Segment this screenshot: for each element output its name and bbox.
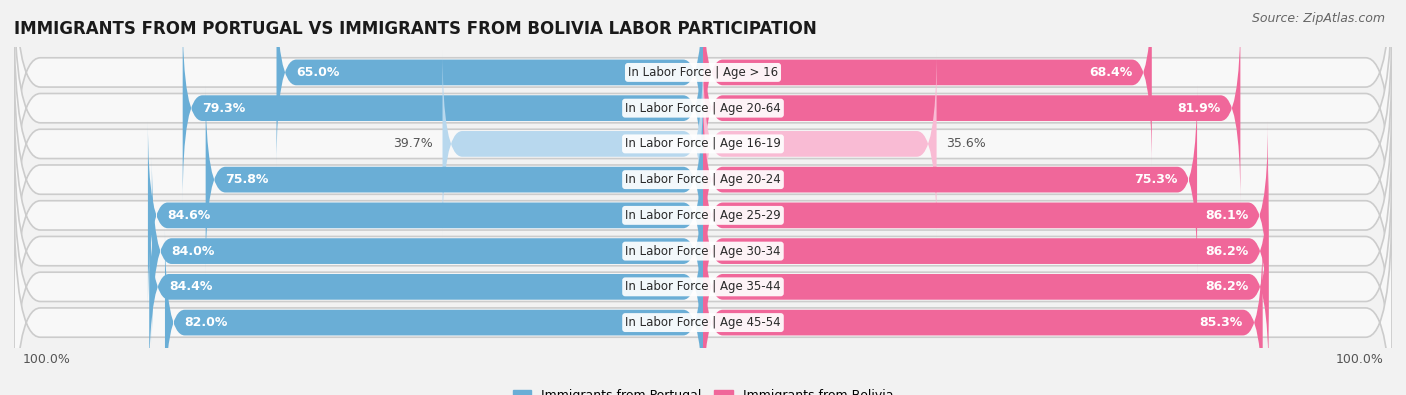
Text: 35.6%: 35.6% (946, 137, 986, 150)
Text: In Labor Force | Age 20-64: In Labor Force | Age 20-64 (626, 102, 780, 115)
Text: 85.3%: 85.3% (1199, 316, 1243, 329)
Text: 84.0%: 84.0% (172, 245, 215, 258)
Text: 75.8%: 75.8% (225, 173, 269, 186)
FancyBboxPatch shape (183, 14, 703, 203)
FancyBboxPatch shape (152, 157, 703, 346)
FancyBboxPatch shape (149, 192, 703, 381)
Text: 68.4%: 68.4% (1088, 66, 1132, 79)
FancyBboxPatch shape (703, 85, 1197, 274)
Text: 82.0%: 82.0% (184, 316, 228, 329)
Text: 39.7%: 39.7% (392, 137, 433, 150)
FancyBboxPatch shape (148, 121, 703, 310)
Text: 79.3%: 79.3% (202, 102, 246, 115)
FancyBboxPatch shape (165, 228, 703, 395)
FancyBboxPatch shape (14, 158, 1392, 395)
Text: IMMIGRANTS FROM PORTUGAL VS IMMIGRANTS FROM BOLIVIA LABOR PARTICIPATION: IMMIGRANTS FROM PORTUGAL VS IMMIGRANTS F… (14, 19, 817, 38)
FancyBboxPatch shape (703, 157, 1268, 346)
FancyBboxPatch shape (703, 0, 1152, 167)
FancyBboxPatch shape (14, 0, 1392, 201)
Text: 86.2%: 86.2% (1206, 280, 1249, 293)
FancyBboxPatch shape (443, 49, 703, 238)
Text: In Labor Force | Age 35-44: In Labor Force | Age 35-44 (626, 280, 780, 293)
FancyBboxPatch shape (703, 192, 1268, 381)
Text: 86.1%: 86.1% (1205, 209, 1249, 222)
FancyBboxPatch shape (703, 228, 1263, 395)
Text: In Labor Force | Age 25-29: In Labor Force | Age 25-29 (626, 209, 780, 222)
FancyBboxPatch shape (703, 14, 1240, 203)
Text: In Labor Force | Age 45-54: In Labor Force | Age 45-54 (626, 316, 780, 329)
FancyBboxPatch shape (277, 0, 703, 167)
FancyBboxPatch shape (14, 194, 1392, 395)
Text: 81.9%: 81.9% (1177, 102, 1220, 115)
Text: 65.0%: 65.0% (297, 66, 340, 79)
FancyBboxPatch shape (14, 0, 1392, 237)
FancyBboxPatch shape (205, 85, 703, 274)
Text: 86.2%: 86.2% (1206, 245, 1249, 258)
Text: In Labor Force | Age 16-19: In Labor Force | Age 16-19 (626, 137, 780, 150)
FancyBboxPatch shape (703, 49, 936, 238)
Text: In Labor Force | Age 20-24: In Labor Force | Age 20-24 (626, 173, 780, 186)
Text: 84.6%: 84.6% (167, 209, 211, 222)
Text: In Labor Force | Age > 16: In Labor Force | Age > 16 (628, 66, 778, 79)
FancyBboxPatch shape (703, 121, 1268, 310)
Text: Source: ZipAtlas.com: Source: ZipAtlas.com (1251, 12, 1385, 25)
FancyBboxPatch shape (14, 51, 1392, 308)
FancyBboxPatch shape (14, 123, 1392, 380)
Legend: Immigrants from Portugal, Immigrants from Bolivia: Immigrants from Portugal, Immigrants fro… (508, 384, 898, 395)
Text: 75.3%: 75.3% (1135, 173, 1177, 186)
FancyBboxPatch shape (14, 15, 1392, 272)
Text: 84.4%: 84.4% (169, 280, 212, 293)
Text: In Labor Force | Age 30-34: In Labor Force | Age 30-34 (626, 245, 780, 258)
FancyBboxPatch shape (14, 87, 1392, 344)
